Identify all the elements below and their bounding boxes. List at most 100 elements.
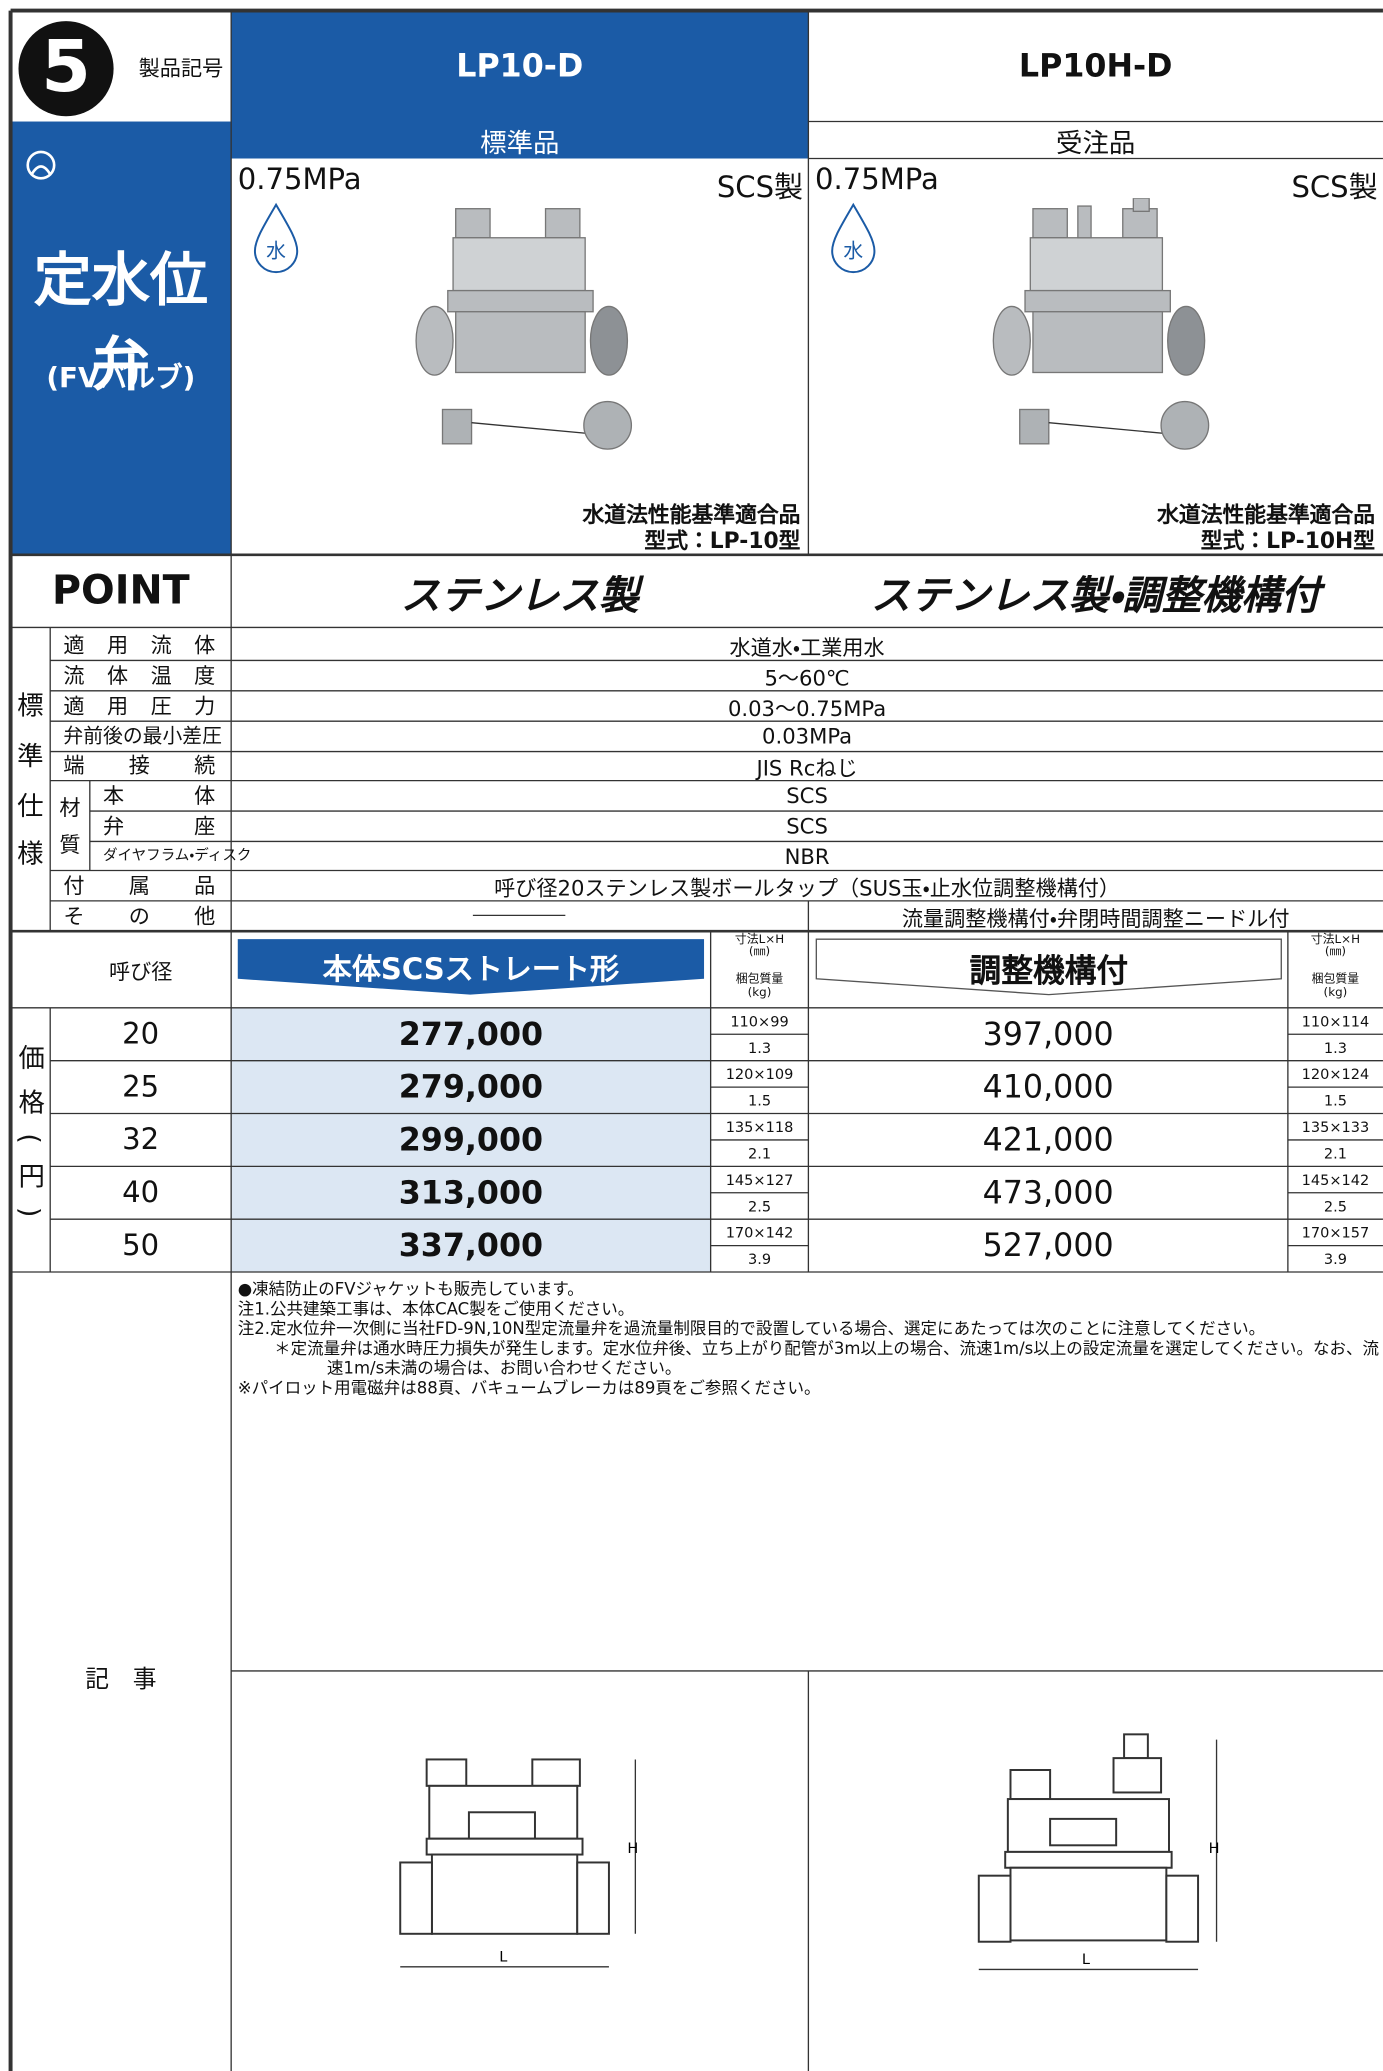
dim-header: 寸法L×H [1310,933,1361,948]
price: 277,000 [398,1015,544,1053]
spec-value: JIS Rcねじ [756,755,858,781]
material: SCS製 [1291,171,1378,205]
spec-value: 0.03MPa [762,723,853,749]
weight: 2.1 [1323,1144,1347,1162]
model: 型式：LP-10H型 [1200,528,1376,554]
price: 337,000 [398,1227,544,1265]
weight: 1.3 [1323,1038,1347,1057]
spec-value: 呼び径20ステンレス製ボールタップ（SUS玉・止水位調整機構付） [494,875,1120,901]
spec-group-char: 仕 [17,789,44,821]
price-column-header: 調整機構付 [969,951,1129,989]
product-code: LP10H-D [1018,47,1173,85]
spec-group-char: 標 [17,688,44,721]
weight: 1.5 [1323,1091,1347,1109]
note: 注2.定水位弁一次側に当社FD-9N,10N型定流量弁を過流量制限目的で設置して… [237,1318,1266,1339]
weight-header: 梱包質量 [735,973,784,987]
spec-subgroup-char: 質 [59,832,81,858]
material: SCS製 [716,171,804,205]
dimension: 170×142 [725,1223,794,1241]
note: ※パイロット用電磁弁は88頁、バキュームブレーカは89頁をご参照ください。 [237,1377,821,1398]
product-code-label: 製品記号 [138,55,224,81]
price: 299,000 [398,1121,544,1159]
water-icon-label: 水 [266,238,286,263]
weight-header: (kg) [1323,986,1348,1000]
spec-label: 本体 [103,783,216,809]
spec-label: 適用流体 [63,632,216,658]
price: 527,000 [982,1227,1114,1265]
dim-header: (㎜) [748,945,771,959]
spec-label: 端接続 [63,752,216,779]
product-category: 標準品 [480,126,560,158]
dimension: 135×133 [1301,1118,1370,1136]
dimension-diagrams: H L H L [399,1733,1220,1971]
spec-value: 水道水・工業用水 [729,635,885,661]
compliance: 水道法性能基準適合品 [1157,501,1376,528]
weight: 1.3 [747,1038,772,1057]
header-blue [231,10,809,159]
spec-group-char: 準 [17,739,44,771]
product-photo [415,208,633,450]
spec-value: 0.03〜0.75MPa [727,695,887,721]
product-code: LP10-D [456,47,584,85]
note: ＊定流量弁は通水時圧力損失が発生します。定水位弁後、立ち上がり配管が3m以上の場… [274,1338,1380,1378]
product-photo [992,198,1210,450]
spec-label: 付属品 [63,873,216,899]
spec-label: 弁座 [103,813,216,839]
spec-value: SCS [786,813,828,839]
spec-label: その他 [63,903,216,929]
size: 32 [122,1123,160,1157]
point-text: ステンレス製・調整機構付 [870,572,1321,619]
dimension: 135×118 [725,1118,794,1136]
dimension: 110×114 [1301,1012,1370,1030]
note: ●凍結防止のFVジャケットも販売しています。 [237,1278,584,1299]
compliance: 水道法性能基準適合品 [582,501,801,528]
dimension: 170×157 [1301,1223,1370,1241]
dimension: 110×99 [730,1012,789,1030]
notes: ●凍結防止のFVジャケットも販売しています。 注1.公共建築工事は、本体CAC製を… [238,1279,1382,1398]
size: 40 [122,1176,160,1210]
diagram-h-label: H [627,1841,638,1857]
spec-label: ダイヤフラム・ディスク [103,846,252,864]
spec-value: NBR [784,843,830,869]
diagram-l-label: L [1082,1952,1091,1968]
spec-group-char: 様 [17,836,44,869]
water-icon [831,202,876,274]
spec-label: 適用圧力 [63,693,216,719]
sidebar-subtitle: (FVバルブ) [46,361,196,394]
water-icon [253,202,299,274]
badge-number: 5 [41,24,91,108]
product-category: 受注品 [1056,126,1136,158]
spec-label: 弁前後の最小差圧 [63,723,222,748]
size: 20 [122,1017,160,1051]
sidebar-title: 定水位弁 [33,247,209,399]
dim-header: 寸法L×H [734,933,785,948]
weight: 3.9 [1323,1250,1347,1268]
price-column-header: 本体SCSストレート形 [322,953,620,987]
point-text: ステンレス製 [400,572,639,619]
weight-header: (kg) [747,986,772,1000]
price-bg [231,1007,711,1273]
price: 473,000 [982,1174,1114,1212]
dim-header: (㎜) [1324,945,1347,959]
spec-value: 流量調整機構付・弁閉時間調整ニードル付 [901,905,1290,931]
spec-label: 流体温度 [63,663,216,689]
spec-value: SCS [786,783,828,809]
model: 型式：LP-10型 [644,528,801,554]
price: 421,000 [982,1121,1114,1159]
diagram-l-label: L [499,1950,508,1966]
price: 410,000 [982,1068,1114,1106]
point-label: POINT [52,567,190,615]
pressure: 0.75MPa [237,163,362,197]
note: 注1.公共建築工事は、本体CAC製をご使用ください。 [237,1298,635,1319]
diagram-h-label: H [1209,1841,1220,1857]
sidebar-blue [10,121,232,555]
logo-icon [26,150,56,180]
water-icon-label: 水 [843,238,864,263]
weight: 2.5 [747,1197,772,1215]
pressure: 0.75MPa [814,163,939,197]
weight: 2.5 [1323,1197,1347,1215]
dimension: 145×127 [725,1170,794,1189]
dimension: 145×142 [1301,1170,1370,1189]
price-group: 価格(円) [13,1043,46,1237]
